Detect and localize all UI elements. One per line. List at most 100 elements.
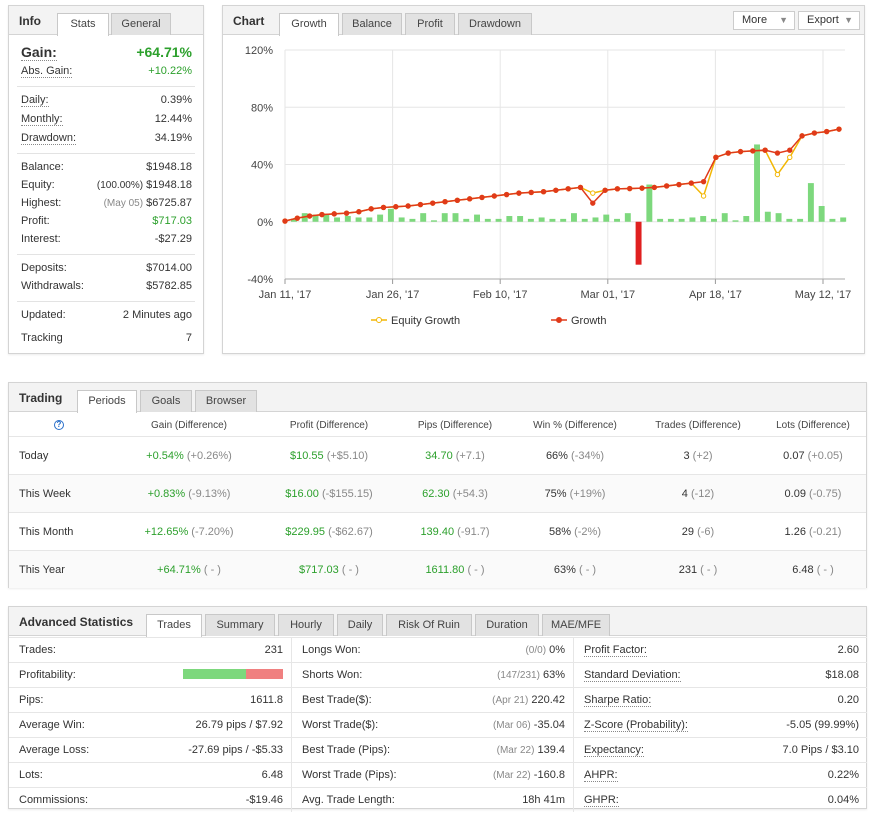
growth-point <box>713 154 719 161</box>
interest-value: -$27.29 <box>154 233 192 245</box>
daily-growth-bar <box>743 216 750 222</box>
cell-gain: +12.65% (-7.20%) <box>129 526 249 538</box>
chevron-down-icon: ▼ <box>844 15 853 25</box>
growth-point <box>294 215 301 221</box>
daily-growth-bar <box>700 216 707 222</box>
tab-growth[interactable]: Growth <box>279 13 339 36</box>
tab-profit[interactable]: Profit <box>405 13 455 35</box>
info-title: Info <box>19 14 41 28</box>
export-dropdown[interactable]: Export ▼ <box>798 11 860 30</box>
daily-growth-bar <box>711 218 717 222</box>
x-tick-label: Mar 01, '17 <box>580 289 635 301</box>
table-row: Today +0.54% (+0.26%) $10.55 (+$5.10) 34.70… <box>9 436 866 474</box>
daily-label: Daily: <box>21 94 49 107</box>
stat-value: -27.69 pips / -$5.33 <box>188 744 283 756</box>
tab-browser[interactable]: Browser <box>195 390 257 412</box>
withdrawals-row: Withdrawals: $5782.85 <box>21 280 192 296</box>
growth-point <box>479 194 485 201</box>
cell-gain: +64.71% ( - ) <box>129 564 249 576</box>
growth-point <box>676 181 682 188</box>
tab-goals[interactable]: Goals <box>140 390 192 412</box>
stat-value: -$19.46 <box>245 794 283 806</box>
cell-trades: 3 (+2) <box>635 450 761 462</box>
stat-value-group: (147/231) 63% <box>497 669 565 681</box>
gain-difference: (+0.26%) <box>186 450 232 462</box>
lots-value: 6.48 <box>792 564 814 576</box>
growth-point <box>368 206 374 212</box>
stat-value-group: 1611.8 <box>250 694 283 706</box>
stat-value-group: (Mar 22) 139.4 <box>497 744 565 756</box>
stat-row: Pips: 1611.8 <box>9 687 291 712</box>
tab-risk-of-ruin[interactable]: Risk Of Ruin <box>386 614 472 636</box>
cell-trades: 231 ( - ) <box>635 564 761 576</box>
stat-label: Lots: <box>19 769 43 781</box>
tab-daily[interactable]: Daily <box>337 614 383 636</box>
daily-growth-bar <box>571 213 577 222</box>
stat-label: Shorts Won: <box>302 669 363 681</box>
growth-point <box>331 211 337 217</box>
updated-row: Updated: 2 Minutes ago <box>21 309 192 325</box>
stat-value-group: 26.79 pips / $7.92 <box>196 719 283 731</box>
stat-value-group: (Mar 06) -35.04 <box>493 719 565 731</box>
advanced-statistics-panel: Advanced Statistics Trades Summary Hourl… <box>8 606 867 812</box>
growth-point <box>614 186 621 192</box>
growth-point <box>639 185 645 191</box>
daily-growth-bar <box>355 217 362 222</box>
profit-difference: ( - ) <box>341 564 359 576</box>
tab-trades[interactable]: Trades <box>146 614 202 637</box>
more-dropdown[interactable]: More ▼ <box>733 11 795 30</box>
col-header-lots: Lots (Difference) <box>776 420 850 431</box>
legend-label[interactable]: Equity Growth <box>391 315 460 327</box>
tracking-value[interactable]: 7 <box>185 332 192 344</box>
daily-growth-bar <box>495 218 502 222</box>
tab-general[interactable]: General <box>111 13 171 35</box>
equity-growth-point <box>700 193 707 199</box>
growth-point <box>466 196 473 202</box>
tab-drawdown[interactable]: Drawdown <box>458 13 532 35</box>
win-difference: ( - ) <box>578 564 597 576</box>
tab-balance[interactable]: Balance <box>342 13 402 35</box>
growth-point <box>663 183 670 189</box>
daily-growth-bar <box>398 217 405 222</box>
cell-lots: 1.26 (-0.21) <box>761 526 865 538</box>
stat-value: 0.20 <box>837 694 859 706</box>
pips-difference: (-91.7) <box>457 526 490 538</box>
export-label: Export <box>807 14 839 26</box>
cell-pips: 62.30 (+54.3) <box>395 488 515 500</box>
daily-growth-bar <box>592 217 599 222</box>
gain-value: +12.65% <box>144 526 189 538</box>
tab-summary[interactable]: Summary <box>205 614 275 636</box>
tab-duration[interactable]: Duration <box>475 614 539 636</box>
legend-label[interactable]: Growth <box>571 315 606 327</box>
stat-note: (0/0) <box>525 645 547 656</box>
stat-label: Profitability: <box>19 669 76 681</box>
equity-growth-point <box>787 154 793 161</box>
y-tick-label: 40% <box>251 160 273 172</box>
stat-row: Average Loss: -27.69 pips / -$5.33 <box>9 737 291 762</box>
abs-gain-value: +10.22% <box>148 65 192 77</box>
growth-point <box>811 130 818 136</box>
divider <box>17 301 195 302</box>
profit-label: Profit: <box>21 215 50 227</box>
daily-growth-bar <box>463 218 470 222</box>
growth-point <box>442 199 448 205</box>
cell-profit: $16.00 (-$155.15) <box>269 488 389 500</box>
equity-value: $1948.18 <box>146 179 192 191</box>
profit-value: $717.03 <box>152 215 192 227</box>
stat-row: Lots: 6.48 <box>9 762 291 787</box>
tab-hourly[interactable]: Hourly <box>278 614 334 636</box>
stat-row: Best Trade($): (Apr 21) 220.42 <box>291 687 573 712</box>
stat-value: 2.60 <box>837 644 859 656</box>
deposits-label: Deposits: <box>21 262 67 274</box>
cell-win: 58% (-2%) <box>515 526 635 538</box>
chart-title: Chart <box>233 14 265 28</box>
daily-growth-bar <box>764 211 771 222</box>
stat-value: 0.22% <box>827 769 859 781</box>
pips-difference: ( - ) <box>467 564 485 576</box>
table-row: This Month +12.65% (-7.20%) $229.95 (-$62.… <box>9 512 866 550</box>
tab-periods[interactable]: Periods <box>77 390 137 413</box>
tab-stats[interactable]: Stats <box>57 13 109 36</box>
legend-marker <box>376 317 382 323</box>
help-icon[interactable]: ? <box>54 420 64 430</box>
tab-mae-mfe[interactable]: MAE/MFE <box>542 614 610 636</box>
